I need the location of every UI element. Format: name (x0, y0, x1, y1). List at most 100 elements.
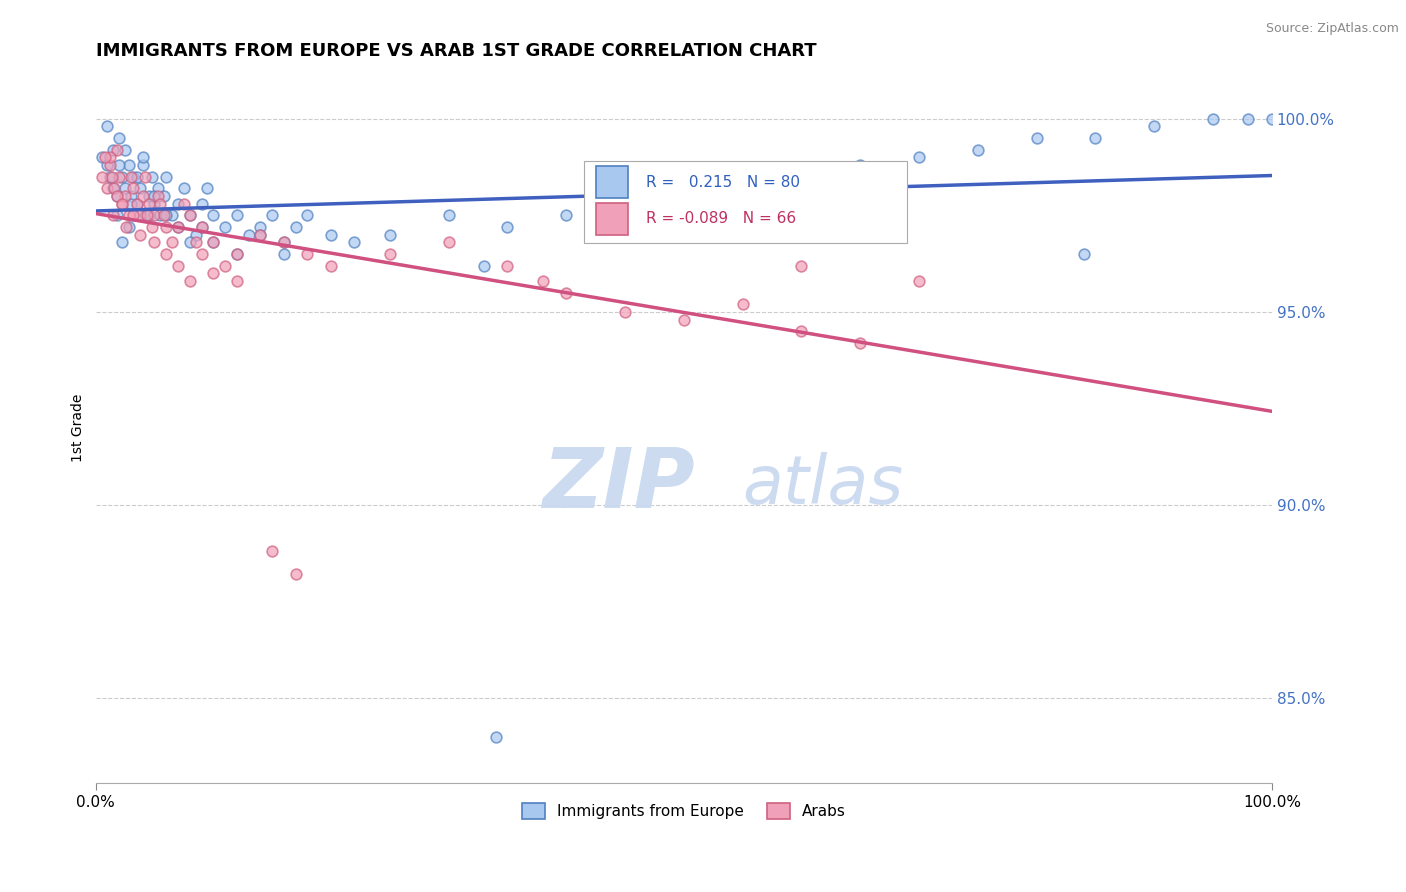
Text: R = -0.089   N = 66: R = -0.089 N = 66 (647, 211, 796, 227)
Point (153, 208, 176, 222)
Point (96, 120, 118, 134)
Point (136, 208, 159, 222)
Point (117, 208, 139, 222)
Point (101, 169, 124, 184)
Point (202, 208, 225, 222)
Point (134, 208, 156, 222)
Text: atlas: atlas (742, 451, 904, 517)
Point (131, 189, 153, 203)
Point (1202, 112, 1225, 126)
Point (155, 208, 177, 222)
Point (225, 208, 247, 222)
Point (94, 150, 117, 164)
Point (190, 219, 212, 234)
Point (129, 208, 152, 222)
Point (1073, 247, 1095, 261)
Point (273, 235, 295, 250)
Point (117, 158, 139, 172)
Text: R =   0.215   N = 80: R = 0.215 N = 80 (647, 175, 800, 189)
Point (110, 196, 132, 211)
Point (108, 169, 131, 184)
FancyBboxPatch shape (583, 161, 907, 243)
Point (103, 181, 125, 195)
Point (103, 208, 125, 222)
Point (143, 196, 166, 211)
Point (141, 169, 163, 184)
Point (117, 219, 139, 234)
Point (160, 235, 183, 250)
Point (672, 312, 695, 326)
Point (110, 196, 132, 211)
Point (173, 196, 195, 211)
Point (122, 169, 145, 184)
Legend: Immigrants from Europe, Arabs: Immigrants from Europe, Arabs (516, 797, 852, 825)
Point (908, 274, 931, 288)
Point (225, 247, 247, 261)
Point (531, 274, 554, 288)
Point (202, 235, 225, 250)
Point (143, 235, 166, 250)
Point (319, 227, 342, 242)
Point (122, 181, 145, 195)
Point (125, 196, 148, 211)
Point (131, 150, 153, 164)
Point (108, 158, 131, 172)
Point (149, 196, 172, 211)
Point (496, 259, 519, 273)
Point (262, 544, 284, 558)
Point (202, 266, 225, 280)
Point (555, 208, 578, 222)
Point (167, 219, 190, 234)
Point (1025, 131, 1047, 145)
Point (143, 208, 166, 222)
Point (472, 259, 495, 273)
FancyBboxPatch shape (596, 202, 628, 235)
Point (155, 219, 177, 234)
Point (284, 567, 307, 582)
Point (343, 235, 366, 250)
Point (496, 219, 519, 234)
Point (908, 150, 931, 164)
Point (125, 196, 148, 211)
Point (120, 196, 142, 211)
Point (146, 189, 169, 203)
Point (167, 219, 190, 234)
Point (98, 150, 121, 164)
Point (1261, 112, 1284, 126)
Point (120, 189, 142, 203)
Point (731, 208, 754, 222)
FancyBboxPatch shape (596, 166, 628, 198)
Point (141, 219, 163, 234)
Point (105, 143, 128, 157)
Point (672, 189, 695, 203)
Point (115, 219, 138, 234)
Point (273, 247, 295, 261)
Point (160, 208, 183, 222)
Point (153, 189, 176, 203)
Point (108, 131, 131, 145)
Point (273, 235, 295, 250)
Point (790, 324, 813, 338)
Point (149, 208, 172, 222)
Point (790, 169, 813, 184)
Point (849, 335, 872, 350)
Point (238, 227, 260, 242)
Point (225, 247, 247, 261)
Point (1084, 131, 1107, 145)
Text: IMMIGRANTS FROM EUROPE VS ARAB 1ST GRADE CORRELATION CHART: IMMIGRANTS FROM EUROPE VS ARAB 1ST GRADE… (96, 42, 817, 60)
Point (197, 181, 219, 195)
Point (138, 189, 160, 203)
Point (110, 169, 132, 184)
Point (437, 208, 460, 222)
Point (98, 158, 121, 172)
Point (297, 247, 319, 261)
Point (214, 219, 236, 234)
Text: Source: ZipAtlas.com: Source: ZipAtlas.com (1265, 22, 1399, 36)
Y-axis label: 1st Grade: 1st Grade (72, 393, 86, 462)
Point (319, 259, 342, 273)
Point (1237, 112, 1260, 126)
Point (125, 169, 148, 184)
Point (613, 196, 636, 211)
Point (114, 143, 136, 157)
Point (138, 196, 160, 211)
